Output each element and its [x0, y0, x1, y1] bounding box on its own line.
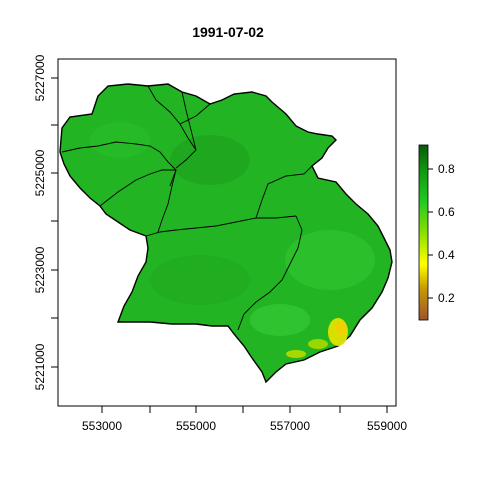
vegetation-texture	[90, 122, 375, 336]
legend-label: 0.4	[438, 248, 455, 262]
x-tick-label: 557000	[270, 419, 310, 433]
y-tick-label: 5223000	[33, 246, 47, 293]
x-tick-label: 553000	[82, 419, 122, 433]
map-title: 1991-07-02	[192, 24, 264, 40]
legend-label: 0.8	[438, 162, 455, 176]
plot-frame	[57, 58, 397, 407]
y-tick-label: 5221000	[33, 343, 47, 390]
low-value-patch	[286, 318, 348, 358]
y-tick-label: 5227000	[33, 54, 47, 101]
y-tick-label: 5225000	[33, 149, 47, 196]
subcatchment-boundaries	[61, 85, 313, 331]
legend-color-bar	[418, 144, 429, 321]
legend-ticks	[428, 168, 433, 299]
x-axis	[101, 406, 388, 413]
legend-label: 0.2	[438, 291, 455, 305]
legend-label: 0.6	[438, 205, 455, 219]
watershed-area	[59, 83, 393, 384]
y-axis	[51, 77, 58, 368]
x-tick-label: 559000	[367, 419, 407, 433]
x-tick-label: 555000	[176, 419, 216, 433]
